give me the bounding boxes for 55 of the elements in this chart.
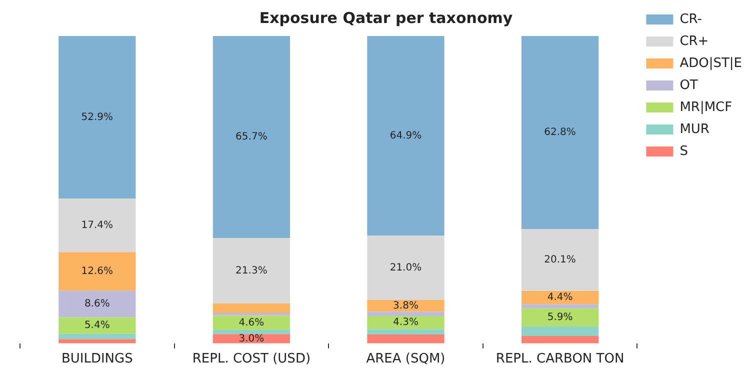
data-label: 17.4% [81,220,114,231]
x-tick-label: REPL. COST (USD) [192,352,311,367]
bar [521,326,599,336]
bar [212,238,290,304]
data-label: 5.9% [547,312,573,324]
data-label: 20.1% [544,254,576,266]
data-label: 64.9% [390,130,422,142]
legend-label: ADO|ST|E [680,56,742,71]
bar [521,290,599,304]
bar [212,330,290,334]
data-label: 12.6% [81,266,114,278]
data-label: 4.3% [393,317,418,328]
bar [521,308,599,326]
data-label: 3.0% [238,333,264,344]
bar [367,236,444,300]
data-label: 4.6% [238,317,264,328]
legend-label: OT [680,78,698,93]
legend-label: MUR [680,122,710,137]
bar [58,290,136,318]
x-tick-label: REPL. CARBON TON [496,352,624,367]
data-label: 4.4% [547,292,573,304]
bar [58,36,136,199]
bar [212,316,290,330]
bar [58,198,136,252]
bar [521,36,599,230]
bar [367,312,444,316]
data-label: 21.3% [236,265,268,276]
data-label: 52.9% [81,112,114,123]
bar [367,316,444,330]
bar [521,229,599,291]
bar [212,36,290,238]
bar [521,336,599,344]
data-label: 62.8% [544,127,576,138]
bar [367,329,444,334]
bar [58,252,136,291]
x-tick-label: AREA (SQM) [366,352,446,367]
legend-label: S [680,144,688,159]
bar [367,334,444,344]
chart-title: Exposure Qatar per taxonomy [259,8,513,27]
data-label: 65.7% [236,132,268,143]
bar [367,36,444,236]
legend-label: CR+ [680,34,709,49]
legend-label: CR- [680,12,702,27]
data-label: 21.0% [390,262,422,274]
bar [58,317,136,334]
data-label: 3.8% [393,300,418,312]
data-label: 5.4% [84,320,110,332]
x-tick-label: BUILDINGS [61,352,133,367]
bar [212,312,290,316]
bar [212,303,290,313]
bar [58,334,136,340]
legend-label: MR|MCF [680,100,732,115]
bar [521,304,599,308]
bar [58,339,136,344]
data-label: 8.6% [84,298,110,310]
